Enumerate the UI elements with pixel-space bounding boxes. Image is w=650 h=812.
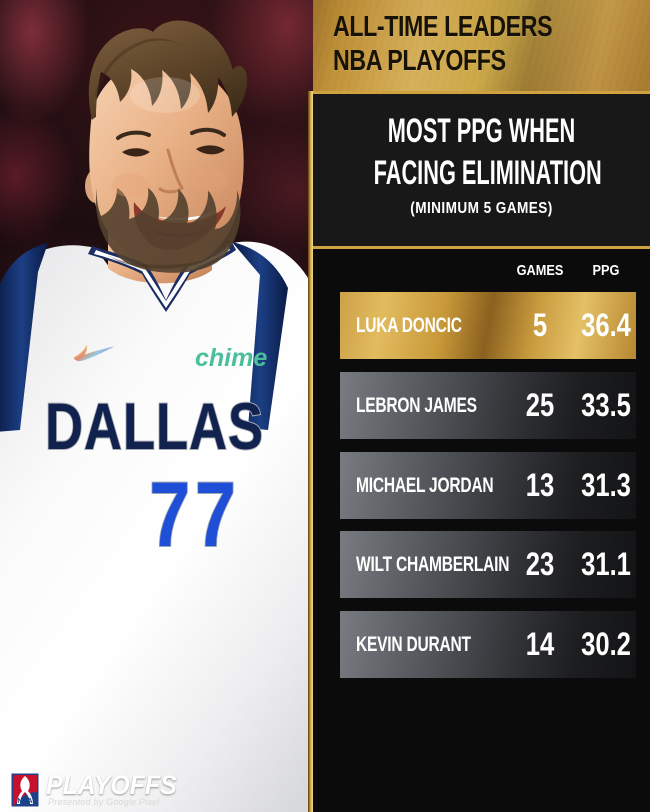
- svg-text:NBA: NBA: [17, 798, 32, 805]
